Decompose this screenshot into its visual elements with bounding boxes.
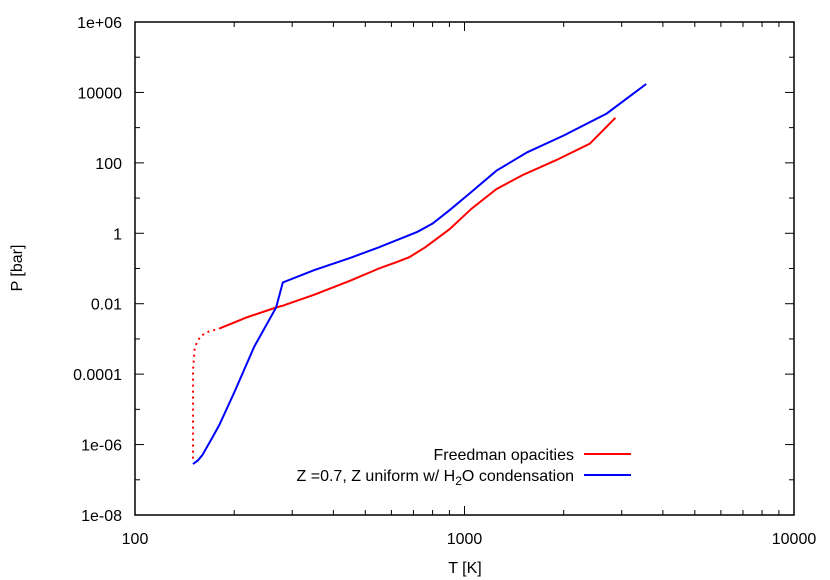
y-axis-ticks bbox=[135, 21, 794, 516]
freedman-opacities-line bbox=[219, 117, 617, 330]
y-axis-label: P [bar] bbox=[9, 245, 26, 292]
y-tick-label: 1e-08 bbox=[81, 508, 122, 525]
x-axis-tick-labels: 100 1000 10000 bbox=[122, 531, 817, 548]
y-tick-label: 1e-06 bbox=[81, 438, 122, 455]
x-tick-label: 10000 bbox=[772, 531, 817, 548]
legend: Freedman opacities Z =0.7, Z uniform w/ … bbox=[297, 447, 631, 488]
x-axis-ticks bbox=[134, 22, 795, 515]
series-layer bbox=[192, 83, 647, 465]
legend-label-freedman: Freedman opacities bbox=[433, 447, 574, 464]
y-tick-label: 1 bbox=[113, 226, 122, 243]
freedman-dotted-line bbox=[192, 327, 221, 459]
plot-frame bbox=[134, 21, 795, 516]
legend-label-z-uniform: Z =0.7, Z uniform w/ H2O condensation bbox=[297, 468, 574, 488]
y-axis-tick-labels: 1e-08 1e-06 0.0001 0.01 1 100 10000 1e+06 bbox=[73, 15, 122, 525]
x-tick-label: 100 bbox=[122, 531, 149, 548]
y-tick-label: 1e+06 bbox=[77, 15, 122, 32]
y-tick-label: 0.0001 bbox=[73, 367, 122, 384]
y-tick-label: 100 bbox=[95, 156, 122, 173]
x-axis-label: T [K] bbox=[448, 560, 482, 577]
y-tick-label: 10000 bbox=[78, 85, 123, 102]
z-uniform-h2o-line bbox=[192, 83, 647, 465]
x-tick-label: 1000 bbox=[447, 531, 483, 548]
plot-border bbox=[134, 21, 795, 516]
y-tick-label: 0.01 bbox=[91, 297, 122, 314]
